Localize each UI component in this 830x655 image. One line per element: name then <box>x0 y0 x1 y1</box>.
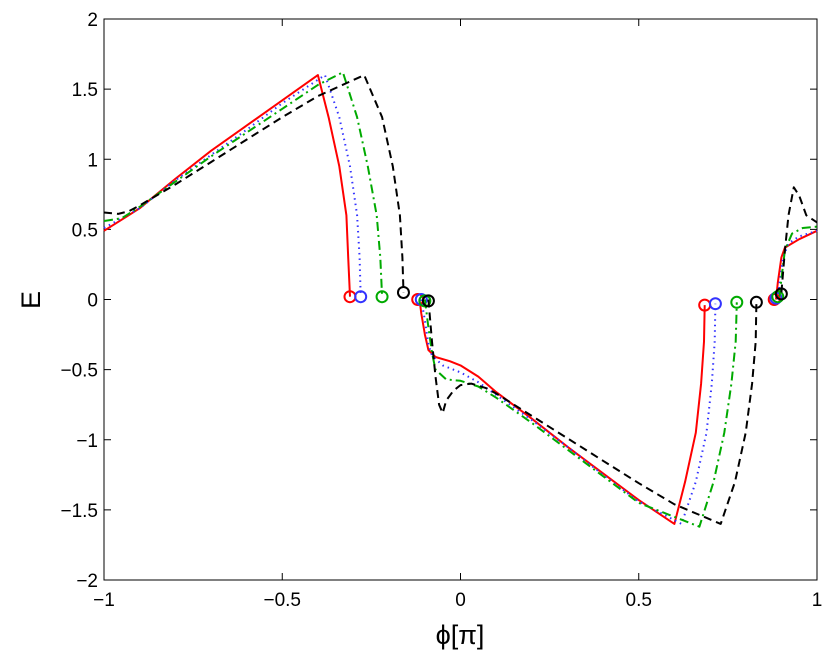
y-ticks: −2 −1.5 −1 −0.5 0 0.5 1 1.5 2 <box>60 10 817 592</box>
series-2-line-0 <box>103 71 384 297</box>
series-0-line-2 <box>775 229 818 300</box>
series-3-line-1 <box>427 299 758 525</box>
series-1-line-0 <box>103 74 362 297</box>
x-axis-label: ϕ[π] <box>436 620 485 650</box>
y-tick-label: −2 <box>76 571 98 592</box>
x-tick-label: −1 <box>93 590 115 611</box>
series-2 <box>103 71 818 528</box>
series-3 <box>103 74 818 525</box>
series-3-line-2 <box>780 186 818 293</box>
series-1-marker-0 <box>354 290 368 304</box>
series-1-line-1 <box>420 299 717 525</box>
series-layer <box>103 71 818 528</box>
series-2-marker-3 <box>771 290 785 304</box>
y-tick-label: 0 <box>87 291 98 312</box>
series-3-marker-2 <box>749 295 763 309</box>
x-tick-label: −0.5 <box>263 590 301 611</box>
series-3-marker-0 <box>396 285 410 299</box>
series-0-line-1 <box>418 299 706 525</box>
x-tick-label: 0 <box>455 590 466 611</box>
x-ticks: −1 −0.5 0 0.5 1 <box>93 19 822 611</box>
series-2-line-1 <box>423 299 738 528</box>
series-0-line-0 <box>103 74 351 297</box>
y-tick-label: 1.5 <box>72 80 98 101</box>
series-3-marker-3 <box>774 287 788 301</box>
x-tick-label: 0.5 <box>626 590 652 611</box>
y-tick-label: −1.5 <box>60 501 98 522</box>
series-2-marker-2 <box>730 295 744 309</box>
series-1 <box>103 74 818 525</box>
series-2-line-2 <box>778 225 818 297</box>
y-tick-label: 1 <box>87 150 98 171</box>
y-tick-label: 2 <box>87 10 98 31</box>
series-1-marker-2 <box>708 297 722 311</box>
y-tick-label: −0.5 <box>60 361 98 382</box>
x-tick-label: 1 <box>812 590 823 611</box>
series-0 <box>103 74 818 525</box>
series-3-marker-1 <box>421 294 435 308</box>
y-tick-label: 0.5 <box>72 220 98 241</box>
series-2-marker-0 <box>375 290 389 304</box>
y-tick-label: −1 <box>76 431 98 452</box>
plot-frame <box>103 18 818 581</box>
series-3-line-0 <box>103 74 405 293</box>
series-2-marker-1 <box>418 294 432 308</box>
y-axis-label: E <box>16 291 46 309</box>
